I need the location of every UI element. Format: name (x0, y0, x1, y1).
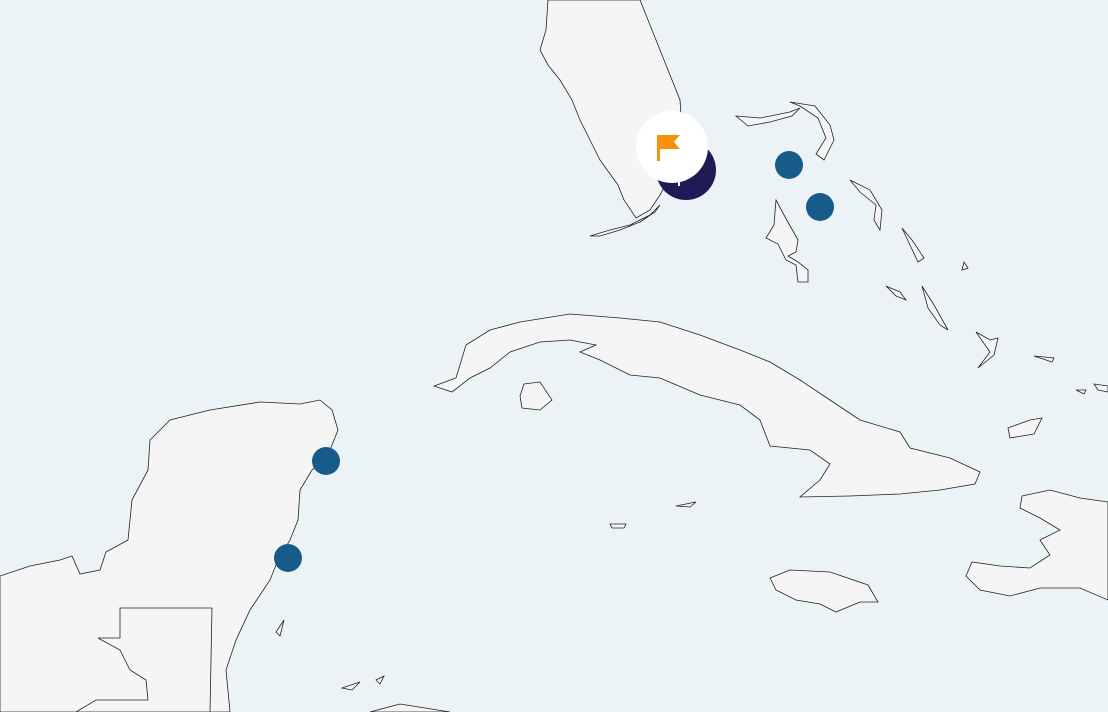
land-abaco (789, 101, 835, 161)
marker-bahamas-south[interactable] (806, 193, 834, 221)
land-cuba (432, 313, 981, 498)
land-andros (765, 198, 809, 283)
marker-miami[interactable] (636, 111, 716, 200)
land-turks (1007, 383, 1108, 439)
land-exuma (885, 261, 1055, 369)
marker-cozumel-south[interactable] (274, 544, 302, 572)
land-eleuthera (849, 179, 883, 232)
land-cat-island (901, 227, 925, 263)
flag-icon (657, 135, 680, 161)
land-grand-bahama (734, 107, 801, 127)
land-florida-keys (589, 204, 661, 237)
marker-bahamas-north[interactable] (775, 151, 803, 179)
land-jamaica (769, 569, 879, 613)
marker-cancun[interactable] (312, 447, 340, 475)
border-mexico-guatemala (75, 607, 213, 712)
land-isla-de-la-juventud (519, 381, 553, 411)
land-islands-caribbean (275, 619, 451, 712)
land-hispaniola (965, 489, 1108, 601)
land-yucatan (0, 399, 339, 712)
land-cayman (609, 501, 697, 529)
